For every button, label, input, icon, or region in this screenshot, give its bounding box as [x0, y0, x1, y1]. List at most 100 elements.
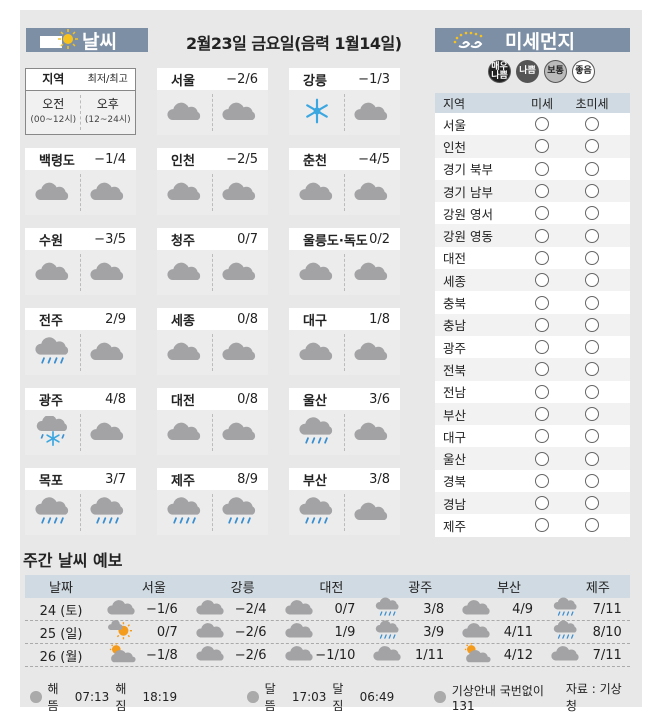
weekly-col-date: 날짜: [49, 581, 73, 596]
dust-title: 미세먼지: [505, 30, 575, 53]
forecast-pm: [81, 250, 137, 295]
dust-pm25-indicator: [585, 340, 599, 355]
weekly-table: 날짜 서울 강릉 대전 광주 부산 제주 24 (토) −1/6 −2/4 0/7 3/8 4/9 7/…: [25, 575, 630, 667]
dust-pm25-indicator: [585, 184, 599, 199]
weekly-temp: −2/6: [234, 647, 267, 663]
dust-pm10-indicator: [535, 273, 549, 288]
moonset-label: 달짐: [332, 682, 344, 713]
moon-icon: [247, 691, 259, 703]
weekly-cell: −2/4: [186, 597, 275, 621]
cloud-icon: [462, 620, 492, 644]
city-cell: 대구 1/8: [289, 308, 400, 375]
dust-pm25-cell: [567, 184, 617, 199]
weekly-cell: 1/9: [275, 620, 364, 644]
dust-col-pm25: 초미세: [575, 96, 609, 111]
city-cell: 춘천 −4/5: [289, 148, 400, 215]
weekly-temp: 7/11: [592, 647, 622, 663]
footer: 해뜸 07:13 해짐 18:19 달뜸 17:03 달짐 06:49 기상안내…: [30, 680, 630, 714]
city-cell-icons: [25, 410, 136, 455]
moonrise-label: 달뜸: [264, 682, 276, 713]
sunrise-label: 해뜸: [47, 682, 59, 713]
dust-pm25-cell: [567, 407, 617, 421]
cloud-icon: [285, 620, 315, 644]
dust-row: 대구: [435, 425, 630, 448]
city-cell-header: 청주 0/7: [157, 228, 268, 250]
forecast-pm: [81, 330, 137, 375]
rain-icon: [222, 496, 258, 530]
sunrise-time: 07:13: [74, 690, 110, 704]
dust-pm25-cell: [567, 340, 617, 355]
dust-row: 부산: [435, 402, 630, 426]
forecast-pm: [213, 490, 269, 535]
dust-region: 충남: [443, 318, 467, 334]
dust-pm10-cell: [517, 518, 567, 533]
city-cell-header: 인천 −2/5: [157, 148, 268, 170]
dust-region: 경북: [443, 474, 467, 490]
weekly-date: 25 (일): [39, 626, 83, 642]
forecast-am: [157, 170, 213, 215]
dust-pm10-cell: [517, 451, 567, 466]
dust-region: 세종: [443, 273, 467, 289]
dust-pm25-indicator: [585, 250, 599, 265]
dust-row: 대전: [435, 246, 630, 270]
dust-region: 부산: [443, 407, 467, 423]
forecast-pm: [213, 250, 269, 295]
weekly-temp: −1/10: [315, 647, 356, 663]
weekly-row: 26 (월) −1/8 −2/6 −1/10 1/11 4/12 7/11: [25, 644, 630, 667]
city-temp: 0/8: [237, 311, 258, 327]
dust-header: 미세먼지: [435, 28, 630, 53]
dust-region: 충북: [443, 296, 467, 312]
dust-pm10-cell: [517, 362, 567, 377]
city-name: 제주: [171, 473, 195, 489]
dust-pm10-cell: [517, 340, 567, 355]
dust-row: 경기 북부: [435, 157, 630, 180]
weekly-temp: 7/11: [592, 601, 622, 617]
dust-row: 경남: [435, 492, 630, 515]
city-cell: 인천 −2/5: [157, 148, 268, 215]
cloud-icon: [196, 643, 226, 667]
weekly-col-city: 서울: [141, 581, 166, 596]
city-cell: 전주 2/9: [25, 308, 136, 375]
legend-box: 지역 최저/최고 오전 (00~12시) 오후 (12~24시): [25, 68, 136, 135]
rain-icon: [373, 597, 403, 621]
dust-region: 서울: [443, 117, 467, 133]
rain-snow-icon: [35, 416, 71, 450]
forecast-pm: [345, 250, 401, 295]
cloud-icon: [167, 340, 203, 366]
dust-pm10-cell: [517, 273, 567, 288]
city-cell-header: 울산 3/6: [289, 388, 400, 410]
cloud-icon: [354, 500, 390, 526]
dust-pm25-cell: [567, 273, 617, 288]
weekly-temp: 3/8: [423, 601, 445, 617]
dust-pm10-indicator: [535, 473, 549, 488]
weather-title: 날씨: [82, 30, 117, 53]
city-cell-icons: [157, 250, 268, 295]
dust-pm10-cell: [517, 139, 567, 154]
city-temp: −1/3: [358, 71, 390, 87]
weekly-cell: 0/7: [97, 620, 186, 644]
dust-pm25-cell: [567, 295, 617, 310]
forecast-am: [157, 90, 213, 135]
city-cell-icons: [25, 250, 136, 295]
dust-region: 인천: [443, 139, 467, 155]
dust-pm10-indicator: [535, 340, 549, 355]
date-label: 2월23일 금요일(음력 1월14일): [186, 34, 402, 53]
dust-pm25-cell: [567, 228, 617, 243]
rain-icon: [373, 620, 403, 644]
dust-pm10-indicator: [535, 518, 549, 533]
dust-pm25-cell: [567, 496, 617, 511]
dust-pm10-cell: [517, 496, 567, 511]
weather-header: 날씨: [26, 28, 148, 53]
forecast-pm: [81, 490, 137, 535]
city-name: 부산: [303, 473, 327, 489]
city-temp: −4/5: [358, 151, 390, 167]
forecast-am: [25, 330, 81, 375]
dust-pm25-cell: [567, 429, 617, 444]
dust-pm10-cell: [517, 161, 567, 176]
phone-icon: [434, 691, 446, 703]
forecast-am: [157, 410, 213, 455]
sun-icon: [58, 29, 78, 49]
city-temp: 3/6: [369, 391, 390, 407]
city-name: 광주: [39, 393, 63, 409]
cloud-sun-icon: [107, 620, 137, 644]
